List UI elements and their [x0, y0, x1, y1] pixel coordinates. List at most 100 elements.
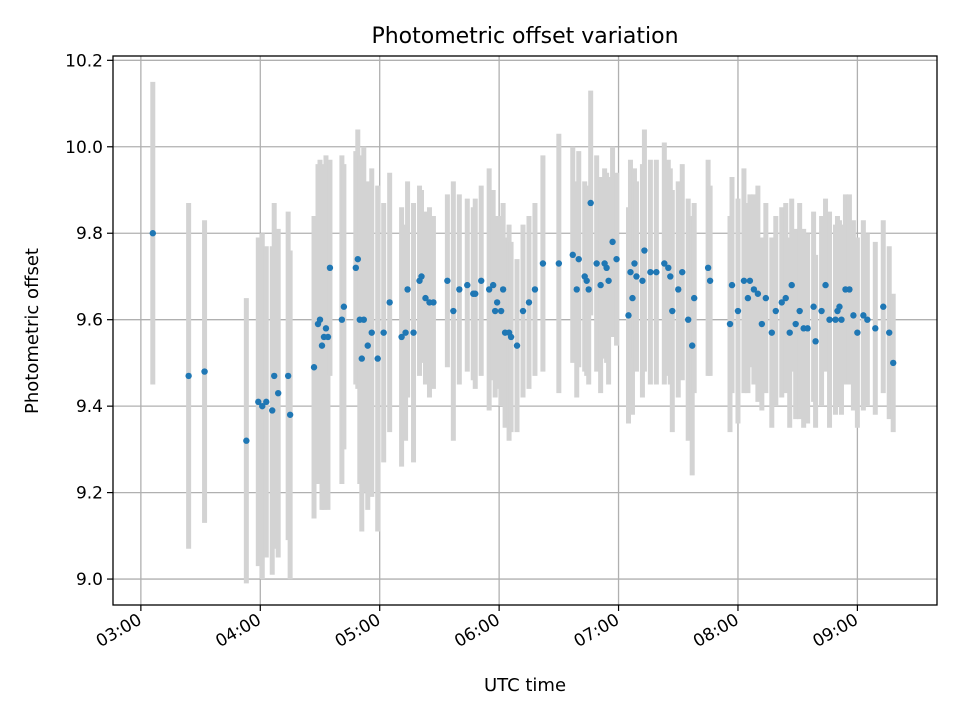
- data-point: [418, 273, 425, 280]
- data-point: [472, 290, 479, 297]
- data-point: [665, 264, 672, 272]
- data-point: [846, 286, 853, 293]
- data-point: [513, 342, 521, 349]
- data-point: [497, 307, 505, 315]
- data-point: [368, 329, 375, 336]
- data-point: [507, 333, 515, 341]
- data-point: [768, 329, 776, 336]
- y-tick-label: 10.2: [65, 51, 103, 71]
- data-point: [746, 277, 754, 284]
- data-point: [338, 316, 346, 323]
- data-point: [667, 273, 674, 280]
- data-point: [386, 299, 393, 306]
- data-point: [284, 372, 292, 380]
- data-point: [201, 368, 208, 375]
- data-point: [864, 316, 871, 323]
- data-point: [758, 320, 766, 328]
- data-point: [587, 199, 594, 207]
- data-point: [352, 264, 360, 272]
- y-tick-label: 9.4: [76, 397, 103, 417]
- data-point: [583, 277, 590, 284]
- data-point: [796, 307, 803, 315]
- data-point: [750, 286, 758, 293]
- data-point: [679, 268, 686, 276]
- y-tick-label: 9.6: [76, 311, 103, 331]
- data-point: [185, 372, 192, 380]
- data-point: [641, 247, 648, 254]
- data-point: [647, 268, 654, 276]
- data-point: [812, 338, 819, 345]
- data-point: [629, 294, 636, 302]
- data-point: [255, 398, 262, 406]
- data-point: [531, 286, 539, 293]
- data-point: [810, 303, 817, 310]
- data-point: [613, 255, 620, 263]
- data-point: [836, 303, 843, 310]
- data-point: [360, 316, 367, 323]
- data-point: [322, 325, 330, 332]
- data-point: [639, 277, 646, 284]
- data-point: [609, 238, 616, 246]
- plot-area-frame: [112, 55, 938, 606]
- data-point: [430, 299, 437, 306]
- data-point: [485, 286, 493, 293]
- data-point: [688, 342, 696, 349]
- data-point: [450, 307, 457, 315]
- data-point: [838, 316, 845, 323]
- data-point: [704, 264, 712, 272]
- data-point: [585, 286, 592, 293]
- data-point: [354, 255, 362, 263]
- data-point: [274, 389, 282, 397]
- data-point: [782, 294, 789, 302]
- data-point: [754, 290, 762, 297]
- y-tick-label: 9.8: [76, 224, 103, 244]
- data-point: [444, 277, 451, 284]
- data-point: [286, 411, 294, 418]
- data-point: [539, 260, 547, 267]
- data-point: [675, 286, 682, 293]
- data-point: [778, 299, 785, 306]
- y-axis-ticks: 9.0 9.2 9.4 9.6 9.8 10.0 10.2: [65, 51, 113, 590]
- data-point: [788, 281, 795, 289]
- data-point: [464, 281, 471, 289]
- data-point: [456, 286, 463, 293]
- data-point: [478, 277, 485, 284]
- data-point: [631, 260, 638, 267]
- data-point: [669, 307, 676, 315]
- data-point: [340, 303, 348, 310]
- data-point: [318, 342, 326, 349]
- y-tick-label: 9.2: [76, 484, 103, 504]
- y-axis-label: Photometric offset: [22, 248, 43, 414]
- data-point: [324, 333, 332, 341]
- data-point: [263, 398, 270, 406]
- data-point: [422, 294, 429, 302]
- chart-title: Photometric offset variation: [371, 24, 678, 49]
- data-point: [832, 316, 839, 323]
- data-point: [243, 437, 250, 444]
- data-point: [259, 402, 266, 410]
- data-point: [603, 264, 610, 272]
- data-point: [605, 277, 612, 284]
- data-point: [740, 277, 748, 284]
- data-point: [860, 312, 867, 319]
- data-point: [850, 312, 857, 319]
- data-point: [625, 312, 632, 319]
- data-point: [597, 281, 604, 289]
- data-point: [661, 260, 668, 267]
- data-point: [772, 307, 779, 315]
- data-point: [728, 281, 736, 289]
- data-point: [822, 281, 829, 289]
- data-point: [786, 329, 793, 336]
- data-point: [380, 329, 387, 336]
- data-point: [706, 277, 714, 284]
- data-point: [555, 260, 563, 267]
- data-point: [525, 299, 533, 306]
- data-point: [886, 329, 893, 336]
- data-point: [316, 316, 324, 323]
- x-axis-label: UTC time: [484, 675, 566, 696]
- data-point: [410, 329, 417, 336]
- data-point: [402, 329, 409, 336]
- data-point: [734, 307, 742, 315]
- data-point: [569, 251, 576, 259]
